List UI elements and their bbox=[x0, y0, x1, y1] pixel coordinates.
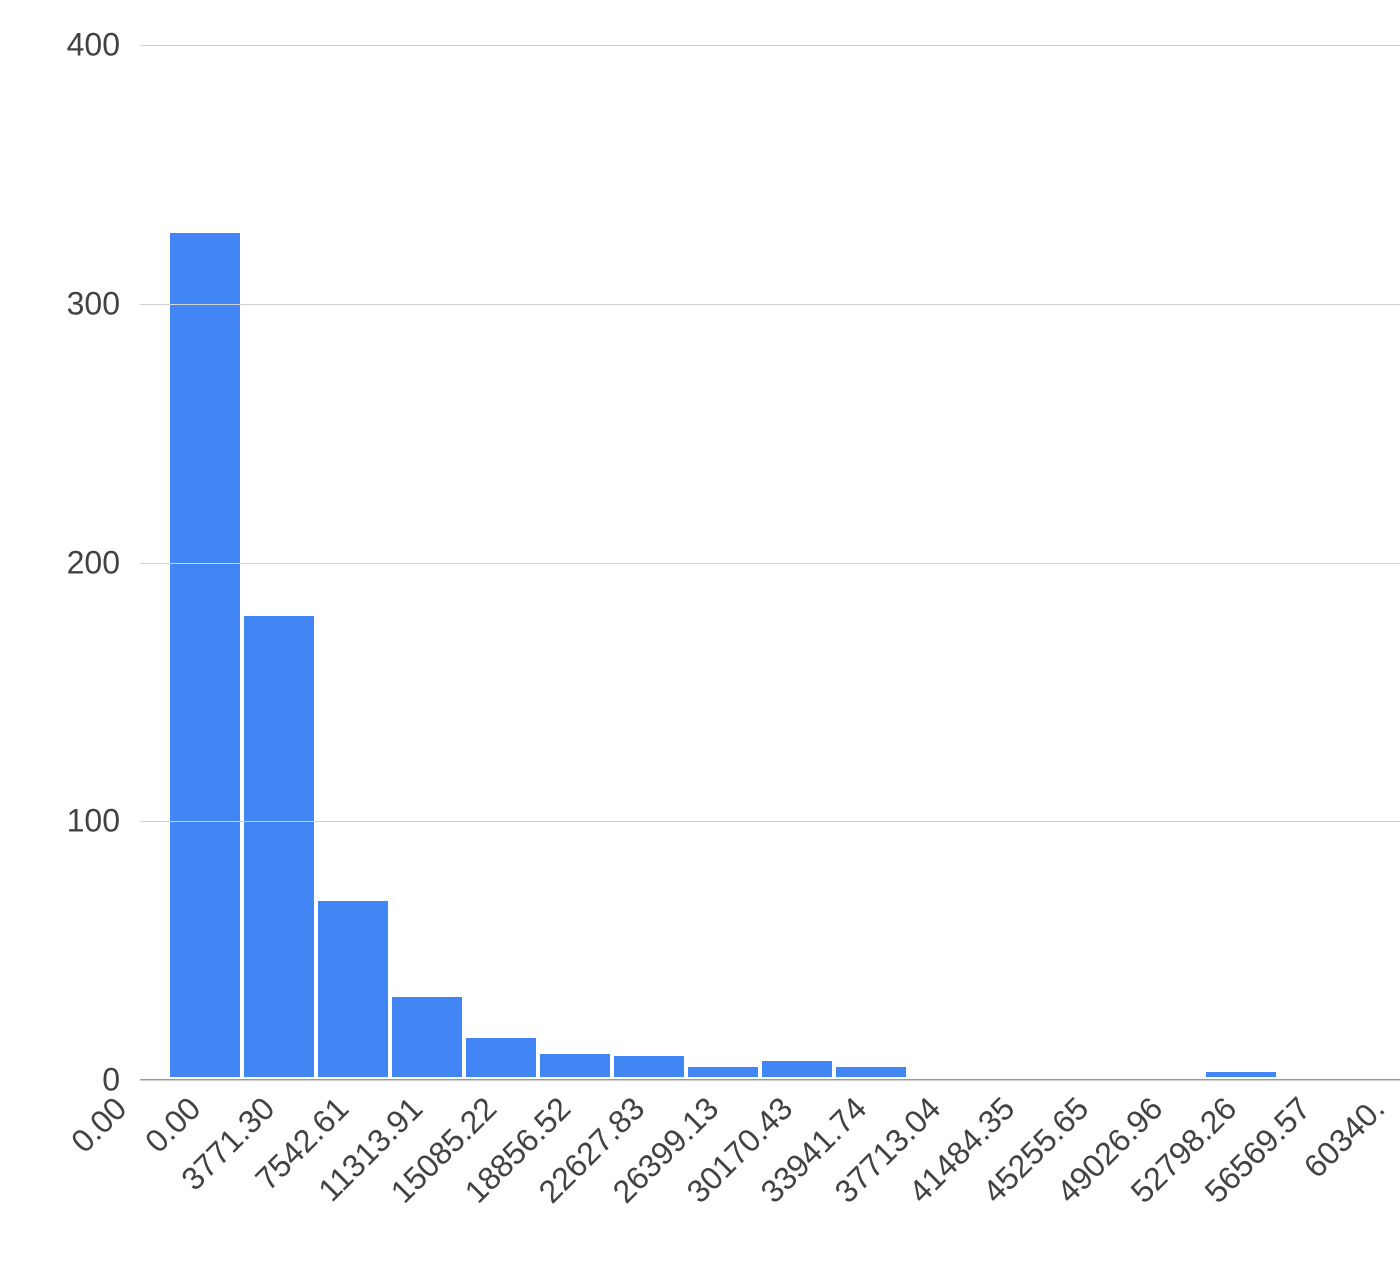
gridline bbox=[140, 563, 1400, 564]
bar bbox=[1206, 1072, 1276, 1077]
bar bbox=[466, 1038, 536, 1077]
bar bbox=[762, 1061, 832, 1077]
histogram-chart: 01002003004000.000.003771.307542.6111313… bbox=[0, 0, 1400, 1236]
bar bbox=[318, 901, 388, 1077]
y-tick-label: 200 bbox=[10, 544, 120, 581]
bar bbox=[688, 1067, 758, 1077]
plot-area bbox=[140, 45, 1400, 1080]
bar bbox=[540, 1054, 610, 1077]
bar bbox=[244, 616, 314, 1077]
gridline bbox=[140, 304, 1400, 305]
y-tick-label: 400 bbox=[10, 27, 120, 64]
bar bbox=[614, 1056, 684, 1077]
bar bbox=[836, 1067, 906, 1077]
gridline bbox=[140, 1080, 1400, 1081]
y-tick-label: 300 bbox=[10, 285, 120, 322]
gridline bbox=[140, 821, 1400, 822]
y-tick-label: 100 bbox=[10, 803, 120, 840]
bar bbox=[392, 997, 462, 1077]
gridline bbox=[140, 45, 1400, 46]
bar bbox=[170, 233, 240, 1077]
